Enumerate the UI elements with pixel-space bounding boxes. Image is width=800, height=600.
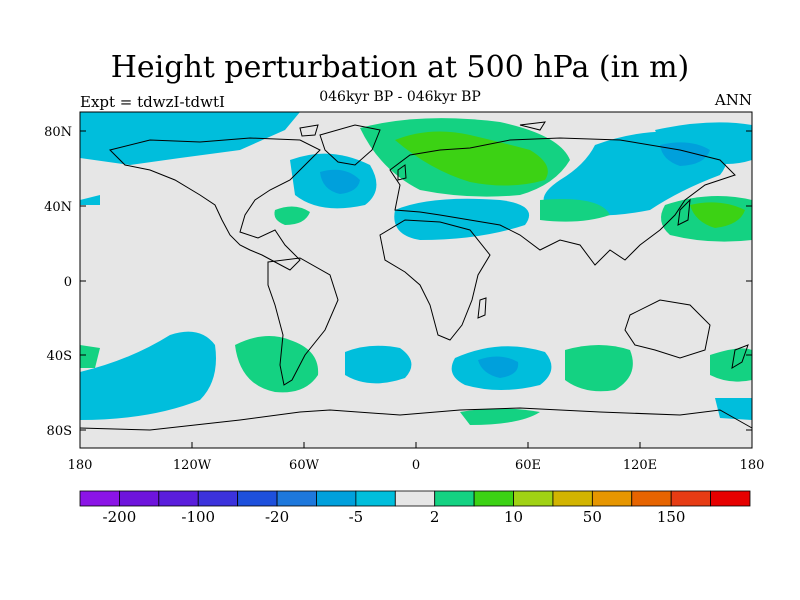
colorbar-label: 50: [583, 508, 602, 526]
colorbar-swatch: [119, 490, 160, 507]
plot-title: Height perturbation at 500 hPa (in m): [110, 50, 690, 85]
lat-label-80s: 80S: [47, 424, 72, 439]
coastlines: [79, 121, 753, 431]
colorbar-label: -20: [265, 508, 289, 526]
colorbar-swatch: [197, 490, 239, 507]
colorbar-swatch: [513, 490, 554, 507]
latitude-labels: 80N 40N 0 40S 80S: [44, 125, 72, 439]
colorbar-label: 2: [430, 508, 440, 526]
colorbar-swatch: [276, 490, 317, 507]
season-label: ANN: [714, 91, 752, 109]
colorbar-label: -100: [181, 508, 215, 526]
lon-label-180e: 180: [740, 458, 765, 473]
lat-label-80n: 80N: [44, 125, 72, 140]
strong-positive-areas: [395, 131, 745, 228]
lat-label-40n: 40N: [44, 200, 72, 215]
colorbar-swatch: [434, 490, 475, 507]
lat-label-40s: 40S: [47, 349, 72, 364]
colorbar-label: -200: [103, 508, 137, 526]
colorbar-swatch: [591, 490, 633, 507]
lon-label-180w: 180: [68, 458, 93, 473]
colorbar-swatch: [670, 490, 711, 507]
map-panel: [79, 111, 753, 449]
colorbar-swatch: [631, 490, 672, 507]
plot-subtitle: 046kyr BP - 046kyr BP: [319, 89, 481, 105]
colorbar-swatch: [394, 490, 436, 507]
colorbar-swatch: [158, 490, 199, 507]
axis-ticks: [79, 130, 753, 448]
colorbar-swatch: [355, 490, 396, 507]
colorbar-swatch: [473, 490, 514, 507]
colorbar-swatch: [710, 490, 751, 507]
colorbar-label: -5: [349, 508, 364, 526]
lat-label-0: 0: [64, 275, 72, 290]
lon-label-120e: 120E: [623, 458, 657, 473]
colorbar-swatch: [237, 490, 278, 507]
colorbar-swatch: [316, 490, 357, 507]
colorbar: [79, 490, 751, 507]
colorbar-labels: -200 -100 -20 -5 2 10 50 150: [103, 508, 686, 526]
lon-label-120w: 120W: [173, 458, 212, 473]
colorbar-swatch: [79, 490, 120, 507]
lon-label-0: 0: [412, 458, 420, 473]
colorbar-swatch: [552, 490, 593, 507]
lon-label-60w: 60W: [289, 458, 320, 473]
experiment-label: Expt = tdwzI-tdwtI: [80, 93, 225, 111]
lon-label-60e: 60E: [515, 458, 541, 473]
longitude-labels: 180 120W 60W 0 60E 120E 180: [68, 458, 765, 473]
colorbar-label: 150: [657, 508, 686, 526]
colorbar-label: 10: [504, 508, 523, 526]
